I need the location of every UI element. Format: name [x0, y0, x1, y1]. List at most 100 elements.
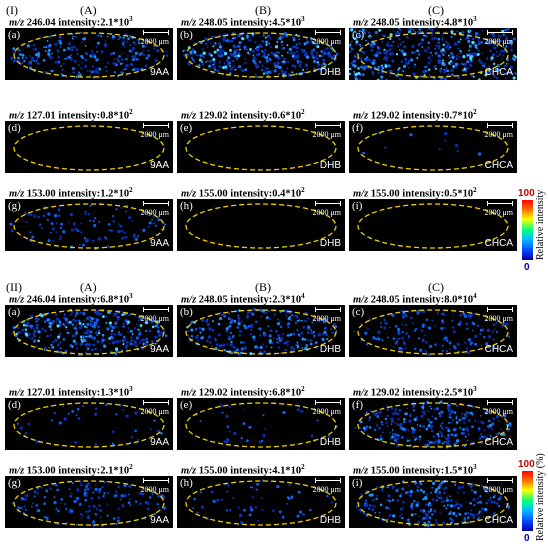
ms-image-panel: (g) 2000 μm 9AA — [5, 199, 173, 251]
intensity-value: 6.8*10 — [272, 387, 302, 399]
signal-dot — [301, 512, 306, 516]
signal-dot — [482, 516, 485, 518]
signal-dot — [141, 338, 145, 342]
signal-dot — [401, 336, 405, 340]
signal-dot — [315, 341, 318, 344]
signal-dot — [94, 487, 98, 492]
signal-dot — [367, 31, 371, 35]
signal-dot — [477, 421, 479, 423]
signal-dot — [58, 214, 61, 217]
signal-dot — [463, 517, 467, 520]
matrix-label: DHB — [319, 515, 341, 526]
signal-dot — [359, 66, 361, 68]
signal-dot — [248, 310, 252, 314]
signal-dot — [296, 316, 299, 319]
signal-dot — [211, 328, 215, 332]
intensity-map — [185, 125, 337, 171]
signal-dot — [400, 309, 404, 313]
signal-dot — [143, 210, 147, 214]
signal-dot — [486, 328, 491, 332]
signal-dot — [444, 436, 446, 439]
signal-dot — [491, 500, 494, 503]
signal-dot — [284, 71, 287, 74]
signal-dot — [268, 317, 271, 320]
signal-dot — [388, 74, 391, 77]
signal-dot — [457, 322, 462, 326]
signal-dot — [54, 42, 58, 46]
signal-dot — [127, 501, 131, 505]
signal-dot — [25, 321, 30, 325]
signal-dot — [131, 46, 136, 50]
signal-dot — [371, 61, 376, 65]
signal-dot — [446, 42, 450, 46]
signal-dot — [71, 228, 74, 232]
mz-prefix: m/z — [181, 17, 197, 29]
signal-dot — [397, 68, 400, 71]
signal-dot — [264, 427, 267, 430]
signal-dot — [349, 62, 352, 65]
signal-dot — [269, 329, 273, 333]
signal-dot — [384, 51, 388, 55]
signal-dot — [383, 318, 386, 321]
signal-dot — [128, 313, 132, 317]
signal-dot — [457, 62, 460, 66]
signal-dot — [53, 214, 58, 218]
signal-dot — [114, 58, 116, 61]
signal-dot — [291, 64, 295, 68]
signal-dot — [265, 316, 269, 320]
signal-dot — [144, 320, 149, 325]
signal-dot — [72, 339, 76, 343]
scale-bar — [487, 307, 513, 312]
signal-dot — [236, 326, 240, 329]
signal-dot — [284, 341, 288, 345]
signal-dot — [97, 488, 100, 491]
signal-dot — [277, 346, 281, 349]
signal-dot — [109, 335, 113, 339]
signal-dot — [244, 325, 248, 330]
signal-dot — [97, 496, 101, 499]
signal-dot — [378, 28, 382, 32]
signal-dot — [193, 51, 197, 54]
matrix-label: 9AA — [150, 437, 169, 448]
signal-dot — [472, 497, 476, 502]
signal-dot — [360, 493, 363, 496]
signal-dot — [444, 139, 447, 142]
signal-dot — [396, 437, 400, 440]
signal-dot — [24, 332, 28, 336]
signal-dot — [400, 49, 404, 53]
signal-dot — [43, 495, 47, 499]
signal-dot — [386, 425, 389, 428]
signal-dot — [193, 497, 196, 501]
matrix-label: CHCA — [484, 515, 513, 526]
signal-dot — [40, 226, 43, 230]
signal-dot — [209, 59, 213, 63]
signal-dot — [128, 49, 132, 53]
signal-dot — [492, 495, 496, 499]
signal-dot — [329, 43, 332, 46]
signal-dot — [32, 502, 35, 505]
signal-dot — [423, 333, 426, 336]
mz-prefix: m/z — [9, 465, 25, 477]
signal-dot — [403, 45, 407, 49]
signal-dot — [447, 421, 451, 424]
signal-dot — [27, 213, 30, 216]
intensity-exponent: 3 — [473, 15, 477, 23]
signal-dot — [287, 61, 290, 64]
signal-dot — [35, 59, 38, 62]
signal-dot — [287, 316, 291, 321]
signal-dot — [468, 44, 472, 48]
signal-dot — [484, 508, 487, 511]
signal-dot — [455, 62, 458, 65]
signal-dot — [249, 508, 254, 512]
signal-dot — [88, 481, 90, 484]
sample-outline — [357, 125, 509, 171]
signal-dot — [412, 409, 416, 412]
signal-dot — [443, 71, 446, 74]
signal-dot — [229, 343, 233, 347]
signal-dot — [442, 488, 446, 491]
signal-dot — [223, 62, 226, 65]
signal-dot — [105, 322, 107, 325]
signal-dot — [292, 34, 295, 37]
signal-dot — [359, 57, 363, 60]
signal-dot — [99, 312, 103, 316]
